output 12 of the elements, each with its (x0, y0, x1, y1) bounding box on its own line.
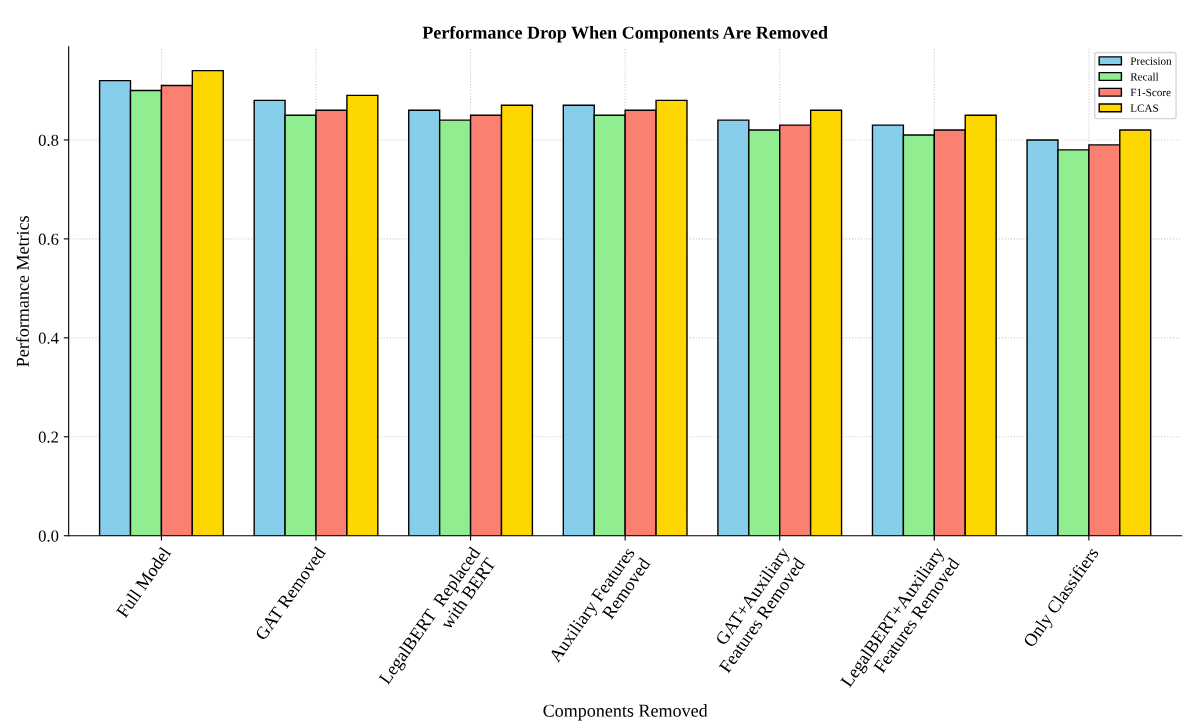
y-tick-label: 0.4 (38, 332, 59, 344)
chart-title: Performance Drop When Components Are Removed (422, 25, 828, 43)
legend-label: Precision (1130, 57, 1172, 65)
legend-label: Recall (1130, 72, 1159, 81)
legend-label: F1-Score (1130, 88, 1171, 97)
y-tick-label: 0.8 (38, 134, 59, 146)
y-axis-title: Performance Metrics (16, 216, 29, 367)
y-tick-label: 0.0 (38, 530, 59, 542)
y-tick-label: 0.2 (38, 431, 59, 443)
legend-label: LCAS (1130, 104, 1158, 112)
x-axis-title: Components Removed (543, 704, 708, 721)
y-tick-label: 0.6 (38, 233, 59, 245)
